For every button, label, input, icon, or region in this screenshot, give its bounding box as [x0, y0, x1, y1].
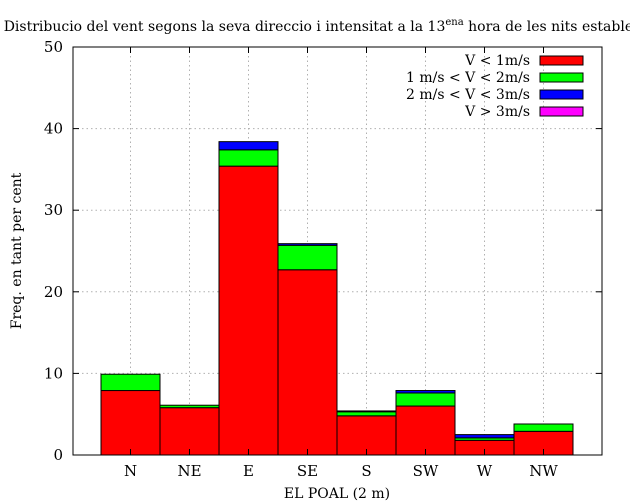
bar-segment — [159, 407, 220, 456]
bar-segment — [277, 269, 338, 456]
chart-title: Distribucio del vent segons la seva dire… — [4, 17, 630, 35]
legend-swatch — [539, 106, 584, 117]
legend-swatch — [539, 72, 584, 83]
x-tick-label: SE — [297, 462, 318, 480]
bar-segment — [336, 411, 397, 417]
x-tick-label: N — [124, 462, 137, 480]
y-tick-label: 20 — [44, 283, 63, 301]
legend: V < 1m/s1 m/s < V < 2m/s2 m/s < V < 3m/s… — [406, 53, 584, 120]
x-tick-label: NW — [529, 462, 558, 480]
bar-segment — [513, 423, 574, 432]
x-tick-label: SW — [413, 462, 439, 480]
bar-segment — [218, 149, 279, 167]
legend-label: V < 1m/s — [464, 53, 530, 69]
y-tick-label: 0 — [53, 446, 63, 464]
y-tick-label: 50 — [44, 38, 63, 56]
bar-segment — [454, 434, 515, 439]
legend-label: 1 m/s < V < 2m/s — [406, 70, 530, 86]
x-tick-label: S — [361, 462, 371, 480]
y-tick-label: 10 — [44, 364, 63, 382]
bar-segment — [218, 141, 279, 151]
legend-swatch — [539, 55, 584, 66]
bar-stacks — [100, 141, 574, 456]
bar-segment — [336, 415, 397, 456]
tick-labels: 0 10 20 30 40 50 N NE E SE S SW W NW — [44, 38, 558, 480]
x-tick-label: W — [477, 462, 493, 480]
bar-segment — [395, 392, 456, 407]
y-tick-label: 30 — [44, 201, 63, 219]
axes — [72, 46, 603, 456]
bar-segment — [336, 410, 397, 413]
bar-segment — [159, 404, 220, 409]
x-tick-label: E — [243, 462, 254, 480]
bar-segment — [395, 405, 456, 456]
bar-segment — [395, 390, 456, 394]
legend-label: 2 m/s < V < 3m/s — [406, 87, 530, 103]
plot-frame — [72, 46, 603, 456]
legend-swatch — [539, 89, 584, 100]
y-axis-label: Freq. en tant per cent — [9, 172, 25, 329]
bar-segment — [100, 373, 161, 392]
x-axis-label: EL POAL (2 m) — [284, 486, 390, 502]
y-tick-label: 40 — [44, 120, 63, 138]
bar-segment — [218, 165, 279, 456]
bar-segment — [277, 244, 338, 271]
x-tick-label: NE — [177, 462, 201, 480]
bar-segment — [277, 243, 338, 246]
legend-label: V > 3m/s — [464, 104, 530, 120]
bar-segment — [100, 390, 161, 456]
